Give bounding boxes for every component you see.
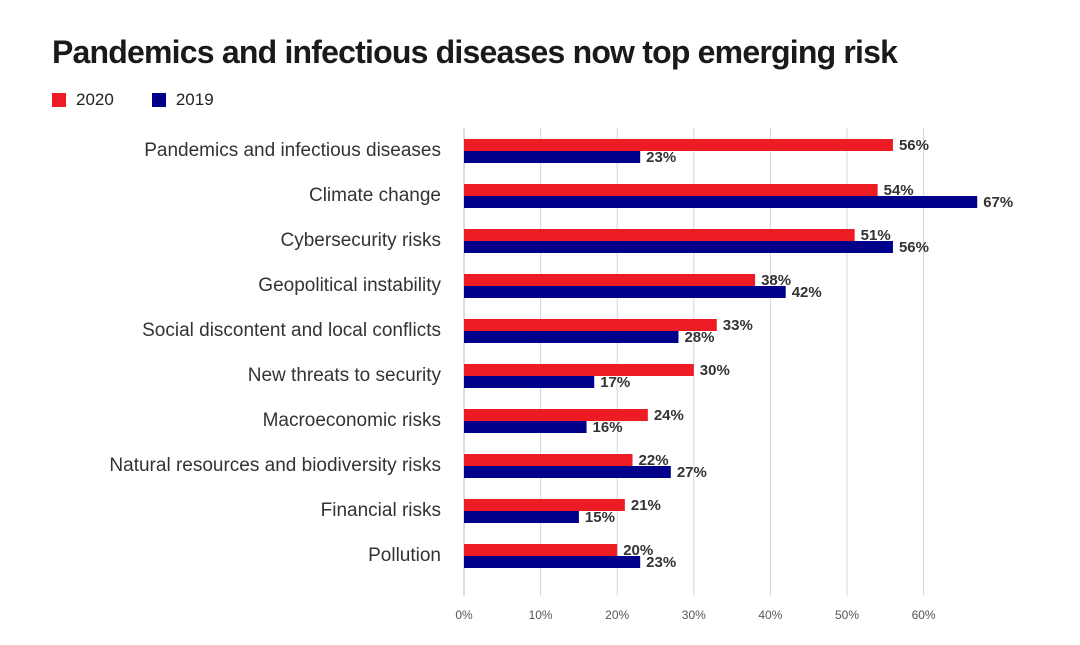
legend-item-2020: 2020	[52, 90, 114, 110]
bar-2019	[464, 421, 587, 433]
data-label-2020: 20%	[623, 542, 653, 559]
data-label-2019: 42%	[792, 284, 822, 301]
category-label: Cybersecurity risks	[281, 230, 441, 251]
x-tick-label: 20%	[605, 608, 629, 622]
bar-2019	[464, 151, 641, 163]
data-label-2020: 54%	[884, 182, 914, 199]
data-label-2019: 27%	[677, 464, 707, 481]
category-label: Social discontent and local conflicts	[142, 320, 441, 341]
bar-2019	[464, 376, 595, 388]
bar-2019	[464, 466, 671, 478]
bar-2019	[464, 331, 679, 343]
bar-2020	[464, 319, 717, 331]
bar-2020	[464, 544, 618, 556]
data-label-2020: 51%	[861, 227, 891, 244]
category-label: Pollution	[368, 545, 441, 566]
bar-2020	[464, 364, 694, 376]
x-tick-label: 30%	[682, 608, 706, 622]
data-label-2019: 28%	[684, 329, 714, 346]
x-tick-label: 10%	[529, 608, 553, 622]
category-label: Macroeconomic risks	[263, 410, 441, 431]
bar-2020	[464, 229, 855, 241]
bar-2019	[464, 556, 641, 568]
bar-2020	[464, 409, 648, 421]
legend-label-2020: 2020	[76, 90, 114, 109]
data-label-2019: 56%	[899, 239, 929, 256]
category-label: Financial risks	[321, 500, 441, 521]
data-label-2020: 30%	[700, 362, 730, 379]
data-label-2019: 16%	[593, 419, 623, 436]
data-label-2019: 23%	[646, 149, 676, 166]
bar-2020	[464, 139, 893, 151]
bar-2019	[464, 511, 579, 523]
category-label: Climate change	[309, 185, 441, 206]
x-tick-label: 40%	[758, 608, 782, 622]
legend: 2020 2019	[52, 88, 252, 112]
data-label-2020: 56%	[899, 137, 929, 154]
data-label-2019: 17%	[600, 374, 630, 391]
data-label-2020: 38%	[761, 272, 791, 289]
category-label: Geopolitical instability	[258, 275, 441, 296]
data-label-2020: 33%	[723, 317, 753, 334]
data-label-2020: 21%	[631, 497, 661, 514]
bar-2020	[464, 454, 633, 466]
x-tick-label: 60%	[912, 608, 936, 622]
data-label-2019: 15%	[585, 509, 615, 526]
bar-2020	[464, 499, 625, 511]
category-label: New threats to security	[248, 365, 442, 386]
data-label-2020: 24%	[654, 407, 684, 424]
chart-title: Pandemics and infectious diseases now to…	[52, 34, 898, 70]
data-label-2019: 23%	[646, 554, 676, 571]
category-label: Pandemics and infectious diseases	[144, 140, 441, 161]
bar-2019	[464, 196, 978, 208]
legend-item-2019: 2019	[151, 90, 214, 110]
data-label-2020: 22%	[639, 452, 669, 469]
x-tick-label: 50%	[835, 608, 859, 622]
x-tick-label: 0%	[455, 608, 473, 622]
bar-2020	[464, 184, 878, 196]
bar-2019	[464, 241, 893, 253]
bar-2019	[464, 286, 786, 298]
legend-swatch-2020	[52, 93, 66, 107]
legend-swatch-2019	[151, 93, 166, 107]
data-label-2019: 67%	[983, 194, 1013, 211]
bar-2020	[464, 274, 756, 286]
legend-label-2019: 2019	[175, 90, 214, 109]
category-label: Natural resources and biodiversity risks	[109, 455, 441, 476]
